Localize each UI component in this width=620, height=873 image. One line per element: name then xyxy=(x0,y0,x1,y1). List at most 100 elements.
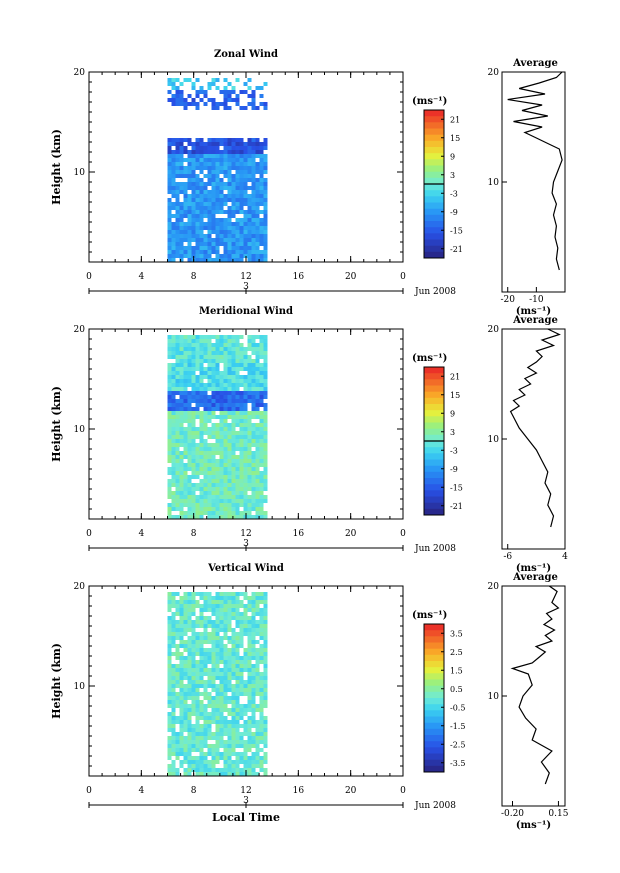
heatmap-cell xyxy=(251,242,256,246)
heatmap-cell xyxy=(239,644,244,648)
heatmap-cell xyxy=(191,467,196,471)
heatmap-cell xyxy=(211,455,216,459)
heatmap-cell xyxy=(199,170,204,174)
heatmap-cell xyxy=(179,716,184,720)
heatmap-cell xyxy=(219,636,224,640)
heatmap-cell xyxy=(263,339,268,343)
heatmap-cell xyxy=(255,708,260,712)
heatmap-cell xyxy=(251,608,256,612)
heatmap-cell xyxy=(195,399,200,403)
heatmap-cell xyxy=(263,343,268,347)
heatmap-cell xyxy=(211,431,216,435)
heatmap-cell xyxy=(263,415,268,419)
heatmap-cell xyxy=(187,166,192,170)
heatmap-cell xyxy=(195,483,200,487)
heatmap-cell xyxy=(235,226,240,230)
heatmap-cell xyxy=(251,138,256,142)
heatmap-cell xyxy=(227,612,232,616)
heatmap-cell xyxy=(203,756,208,760)
heatmap-cell xyxy=(207,226,212,230)
heatmap-cell xyxy=(251,214,256,218)
heatmap-cell xyxy=(243,154,248,158)
heatmap-cell xyxy=(207,383,212,387)
heatmap-cell xyxy=(183,335,188,339)
heatmap-cell xyxy=(183,339,188,343)
heatmap-cell xyxy=(199,230,204,234)
heatmap-cell xyxy=(215,772,220,776)
heatmap-cell xyxy=(211,403,216,407)
heatmap-cell xyxy=(239,459,244,463)
heatmap-cell xyxy=(179,423,184,427)
colorbar-swatch xyxy=(424,221,444,228)
heatmap-cell xyxy=(219,90,224,94)
heatmap-cell xyxy=(191,459,196,463)
heatmap-cell xyxy=(235,688,240,692)
heatmap-cell xyxy=(199,399,204,403)
heatmap-cell xyxy=(171,351,176,355)
heatmap-cell xyxy=(259,174,264,178)
colorbar-tick-label: 15 xyxy=(450,391,460,400)
heatmap-cell xyxy=(195,475,200,479)
heatmap-cell xyxy=(247,399,252,403)
heatmap-cell xyxy=(255,355,260,359)
heatmap-cell xyxy=(199,515,204,519)
heatmap-cell xyxy=(255,435,260,439)
heatmap-cell xyxy=(211,174,216,178)
heatmap-cell xyxy=(167,150,172,154)
average-frame xyxy=(501,71,566,293)
heatmap-cell xyxy=(187,455,192,459)
heatmap-cell xyxy=(227,363,232,367)
heatmap-cell xyxy=(263,190,268,194)
heatmap-cell xyxy=(175,455,180,459)
y-axis-label: Height (km) xyxy=(50,129,63,205)
heatmap-cell xyxy=(263,700,268,704)
heatmap-cell xyxy=(255,202,260,206)
heatmap-cell xyxy=(167,664,172,668)
heatmap-cell xyxy=(199,222,204,226)
heatmap-cell xyxy=(179,724,184,728)
colorbar-swatch xyxy=(424,685,444,693)
heatmap-cell xyxy=(187,684,192,688)
heatmap-cell xyxy=(171,258,176,262)
heatmap-cell xyxy=(243,106,248,110)
heatmap-cell xyxy=(175,459,180,463)
average-y-tick-label: 10 xyxy=(488,178,500,188)
heatmap-cell xyxy=(167,684,172,688)
heatmap-cell xyxy=(187,399,192,403)
average-unit: (ms⁻¹) xyxy=(516,563,551,574)
heatmap-cell xyxy=(231,459,236,463)
heatmap-cell xyxy=(167,246,172,250)
heatmap-cell xyxy=(247,620,252,624)
heatmap-cell xyxy=(175,632,180,636)
heatmap-cell xyxy=(215,672,220,676)
heatmap-cell xyxy=(175,411,180,415)
heatmap-cell xyxy=(191,744,196,748)
heatmap-cell xyxy=(171,391,176,395)
heatmap-cell xyxy=(231,206,236,210)
heatmap-cell xyxy=(263,672,268,676)
heatmap-cell xyxy=(187,178,192,182)
heatmap-cell xyxy=(235,230,240,234)
heatmap-cell xyxy=(187,515,192,519)
heatmap-cell xyxy=(239,656,244,660)
heatmap-cell xyxy=(227,660,232,664)
heatmap-cell xyxy=(171,748,176,752)
heatmap-cell xyxy=(203,222,208,226)
heatmap-cell xyxy=(183,720,188,724)
heatmap-cell xyxy=(175,355,180,359)
heatmap-cell xyxy=(175,194,180,198)
heatmap-cell xyxy=(255,668,260,672)
heatmap-cell xyxy=(203,459,208,463)
heatmap-cell xyxy=(171,142,176,146)
colorbar-swatch xyxy=(424,428,444,436)
heatmap-cell xyxy=(171,403,176,407)
heatmap-cell xyxy=(207,234,212,238)
heatmap-cell xyxy=(235,672,240,676)
heatmap-cell xyxy=(179,206,184,210)
heatmap-cell xyxy=(259,680,264,684)
heatmap-cell xyxy=(219,612,224,616)
heatmap-cell xyxy=(235,596,240,600)
heatmap-cell xyxy=(195,355,200,359)
heatmap-cell xyxy=(187,170,192,174)
heatmap-cell xyxy=(223,246,228,250)
